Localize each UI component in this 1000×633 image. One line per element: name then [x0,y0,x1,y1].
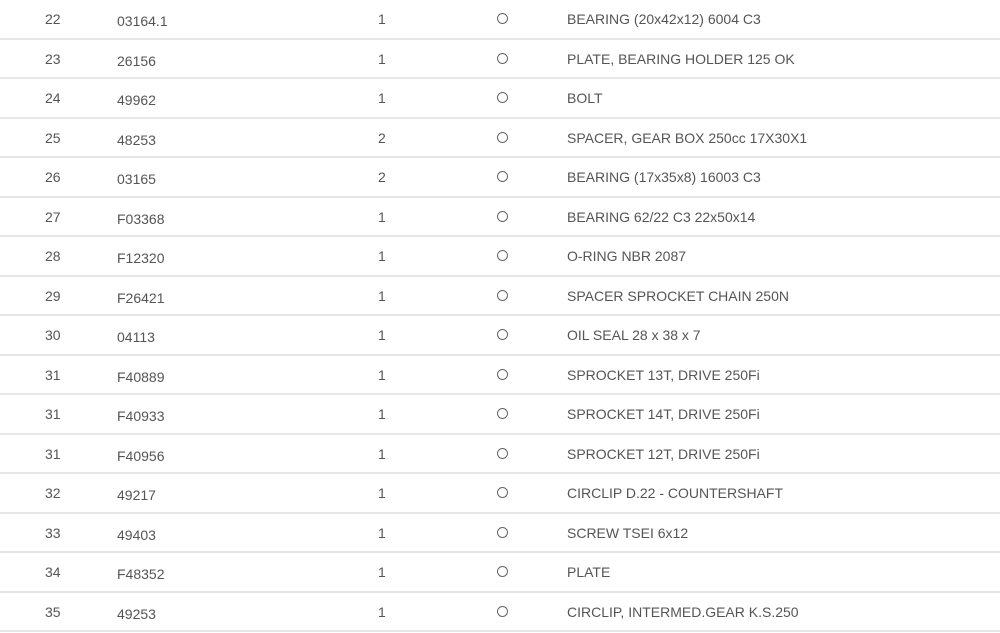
position-number: 35 [45,603,61,620]
position-number: 29 [45,287,61,304]
table-row: 22 03164.1 1 BEARING (20x42x12) 6004 C3 [0,0,1000,40]
quantity: 1 [378,208,386,225]
part-number: 49217 [117,487,156,503]
part-number: 49253 [117,605,156,622]
part-description: SPROCKET 12T, DRIVE 250Fi [567,445,760,462]
table-row: 31 F40956 1 SPROCKET 12T, DRIVE 250Fi [0,435,1000,474]
quantity: 1 [378,327,386,343]
part-number: 26156 [117,52,156,69]
part-description: BEARING 62/22 C3 22x50x14 [567,208,756,225]
table-row: 34 F48352 1 PLATE [0,553,1000,593]
part-description: O-RING NBR 2087 [567,248,687,264]
table-row: 23 26156 1 PLATE, BEARING HOLDER 125 OK [0,40,1000,79]
position-number: 28 [45,248,61,264]
part-description: BEARING (20x42x12) 6004 C3 [567,11,761,27]
position-number: 23 [45,50,61,67]
quantity: 1 [378,366,386,383]
select-radio-icon[interactable] [497,171,508,182]
table-row: 30 04113 1 OIL SEAL 28 x 38 x 7 [0,316,1000,356]
position-number: 25 [45,129,61,146]
quantity: 1 [378,90,386,106]
select-radio-icon[interactable] [497,92,508,103]
select-radio-icon[interactable] [497,210,508,222]
part-description: PLATE, BEARING HOLDER 125 OK [567,50,795,67]
quantity: 1 [378,564,386,580]
select-radio-icon[interactable] [497,487,508,498]
part-description: SPROCKET 14T, DRIVE 250Fi [567,406,760,422]
part-description: CIRCLIP, INTERMED.GEAR K.S.250 [567,603,799,620]
table-row: 32 49217 1 CIRCLIP D.22 - COUNTERSHAFT [0,474,1000,514]
part-number: F40889 [117,368,165,385]
part-number: 04113 [117,329,155,345]
table-row: 33 49403 1 SCREW TSEI 6x12 [0,514,1000,553]
table-row: 26 03165 2 BEARING (17x35x8) 16003 C3 [0,158,1000,198]
part-number: 03165 [117,171,156,187]
part-description: PLATE [567,564,611,580]
select-radio-icon[interactable] [497,447,508,459]
quantity: 1 [378,445,386,462]
table-row: 24 49962 1 BOLT [0,79,1000,119]
part-description: SPACER, GEAR BOX 250cc 17X30X1 [567,129,808,146]
part-number: F12320 [117,250,165,266]
part-number: F03368 [117,210,165,227]
quantity: 1 [378,248,386,264]
part-number: 03164.1 [117,13,168,29]
select-radio-icon[interactable] [497,13,508,24]
part-number: 49403 [117,526,156,543]
position-number: 24 [45,90,61,106]
select-radio-icon[interactable] [497,250,508,261]
part-description: SPACER SPROCKET CHAIN 250N [567,287,789,304]
select-radio-icon[interactable] [497,566,508,577]
table-row: 31 F40889 1 SPROCKET 13T, DRIVE 250Fi [0,356,1000,395]
quantity: 1 [378,50,386,67]
quantity: 2 [378,129,386,146]
quantity: 1 [378,524,386,541]
part-number: 48253 [117,131,156,148]
quantity: 1 [378,485,386,501]
select-radio-icon[interactable] [497,52,508,64]
quantity: 1 [378,287,386,304]
part-number: F40933 [117,408,165,424]
part-description: BEARING (17x35x8) 16003 C3 [567,169,761,185]
quantity: 2 [378,169,386,185]
select-radio-icon[interactable] [497,368,508,380]
position-number: 31 [45,366,61,383]
part-number: F48352 [117,566,165,582]
part-description: SPROCKET 13T, DRIVE 250Fi [567,366,760,383]
part-number: F40956 [117,447,165,464]
position-number: 32 [45,485,61,501]
position-number: 27 [45,208,61,225]
select-radio-icon[interactable] [497,131,508,143]
select-radio-icon[interactable] [497,605,508,617]
position-number: 26 [45,169,61,185]
position-number: 33 [45,524,61,541]
table-row: 29 F26421 1 SPACER SPROCKET CHAIN 250N [0,277,1000,316]
part-number: 49962 [117,92,156,108]
part-description: CIRCLIP D.22 - COUNTERSHAFT [567,485,783,501]
table-row: 28 F12320 1 O-RING NBR 2087 [0,237,1000,277]
position-number: 34 [45,564,61,580]
position-number: 22 [45,11,61,27]
position-number: 31 [45,406,61,422]
part-description: SCREW TSEI 6x12 [567,524,689,541]
select-radio-icon[interactable] [497,408,508,419]
select-radio-icon[interactable] [497,329,508,340]
quantity: 1 [378,11,386,27]
table-row: 35 49253 1 CIRCLIP, INTERMED.GEAR K.S.250 [0,593,1000,632]
part-description: BOLT [567,90,603,106]
position-number: 30 [45,327,61,343]
table-row: 27 F03368 1 BEARING 62/22 C3 22x50x14 [0,198,1000,237]
table-row: 25 48253 2 SPACER, GEAR BOX 250cc 17X30X1 [0,119,1000,158]
part-description: OIL SEAL 28 x 38 x 7 [567,327,701,343]
position-number: 31 [45,445,61,462]
table-row: 31 F40933 1 SPROCKET 14T, DRIVE 250Fi [0,395,1000,435]
part-number: F26421 [117,289,165,306]
quantity: 1 [378,406,386,422]
select-radio-icon[interactable] [497,289,508,301]
quantity: 1 [378,603,386,620]
select-radio-icon[interactable] [497,526,508,538]
